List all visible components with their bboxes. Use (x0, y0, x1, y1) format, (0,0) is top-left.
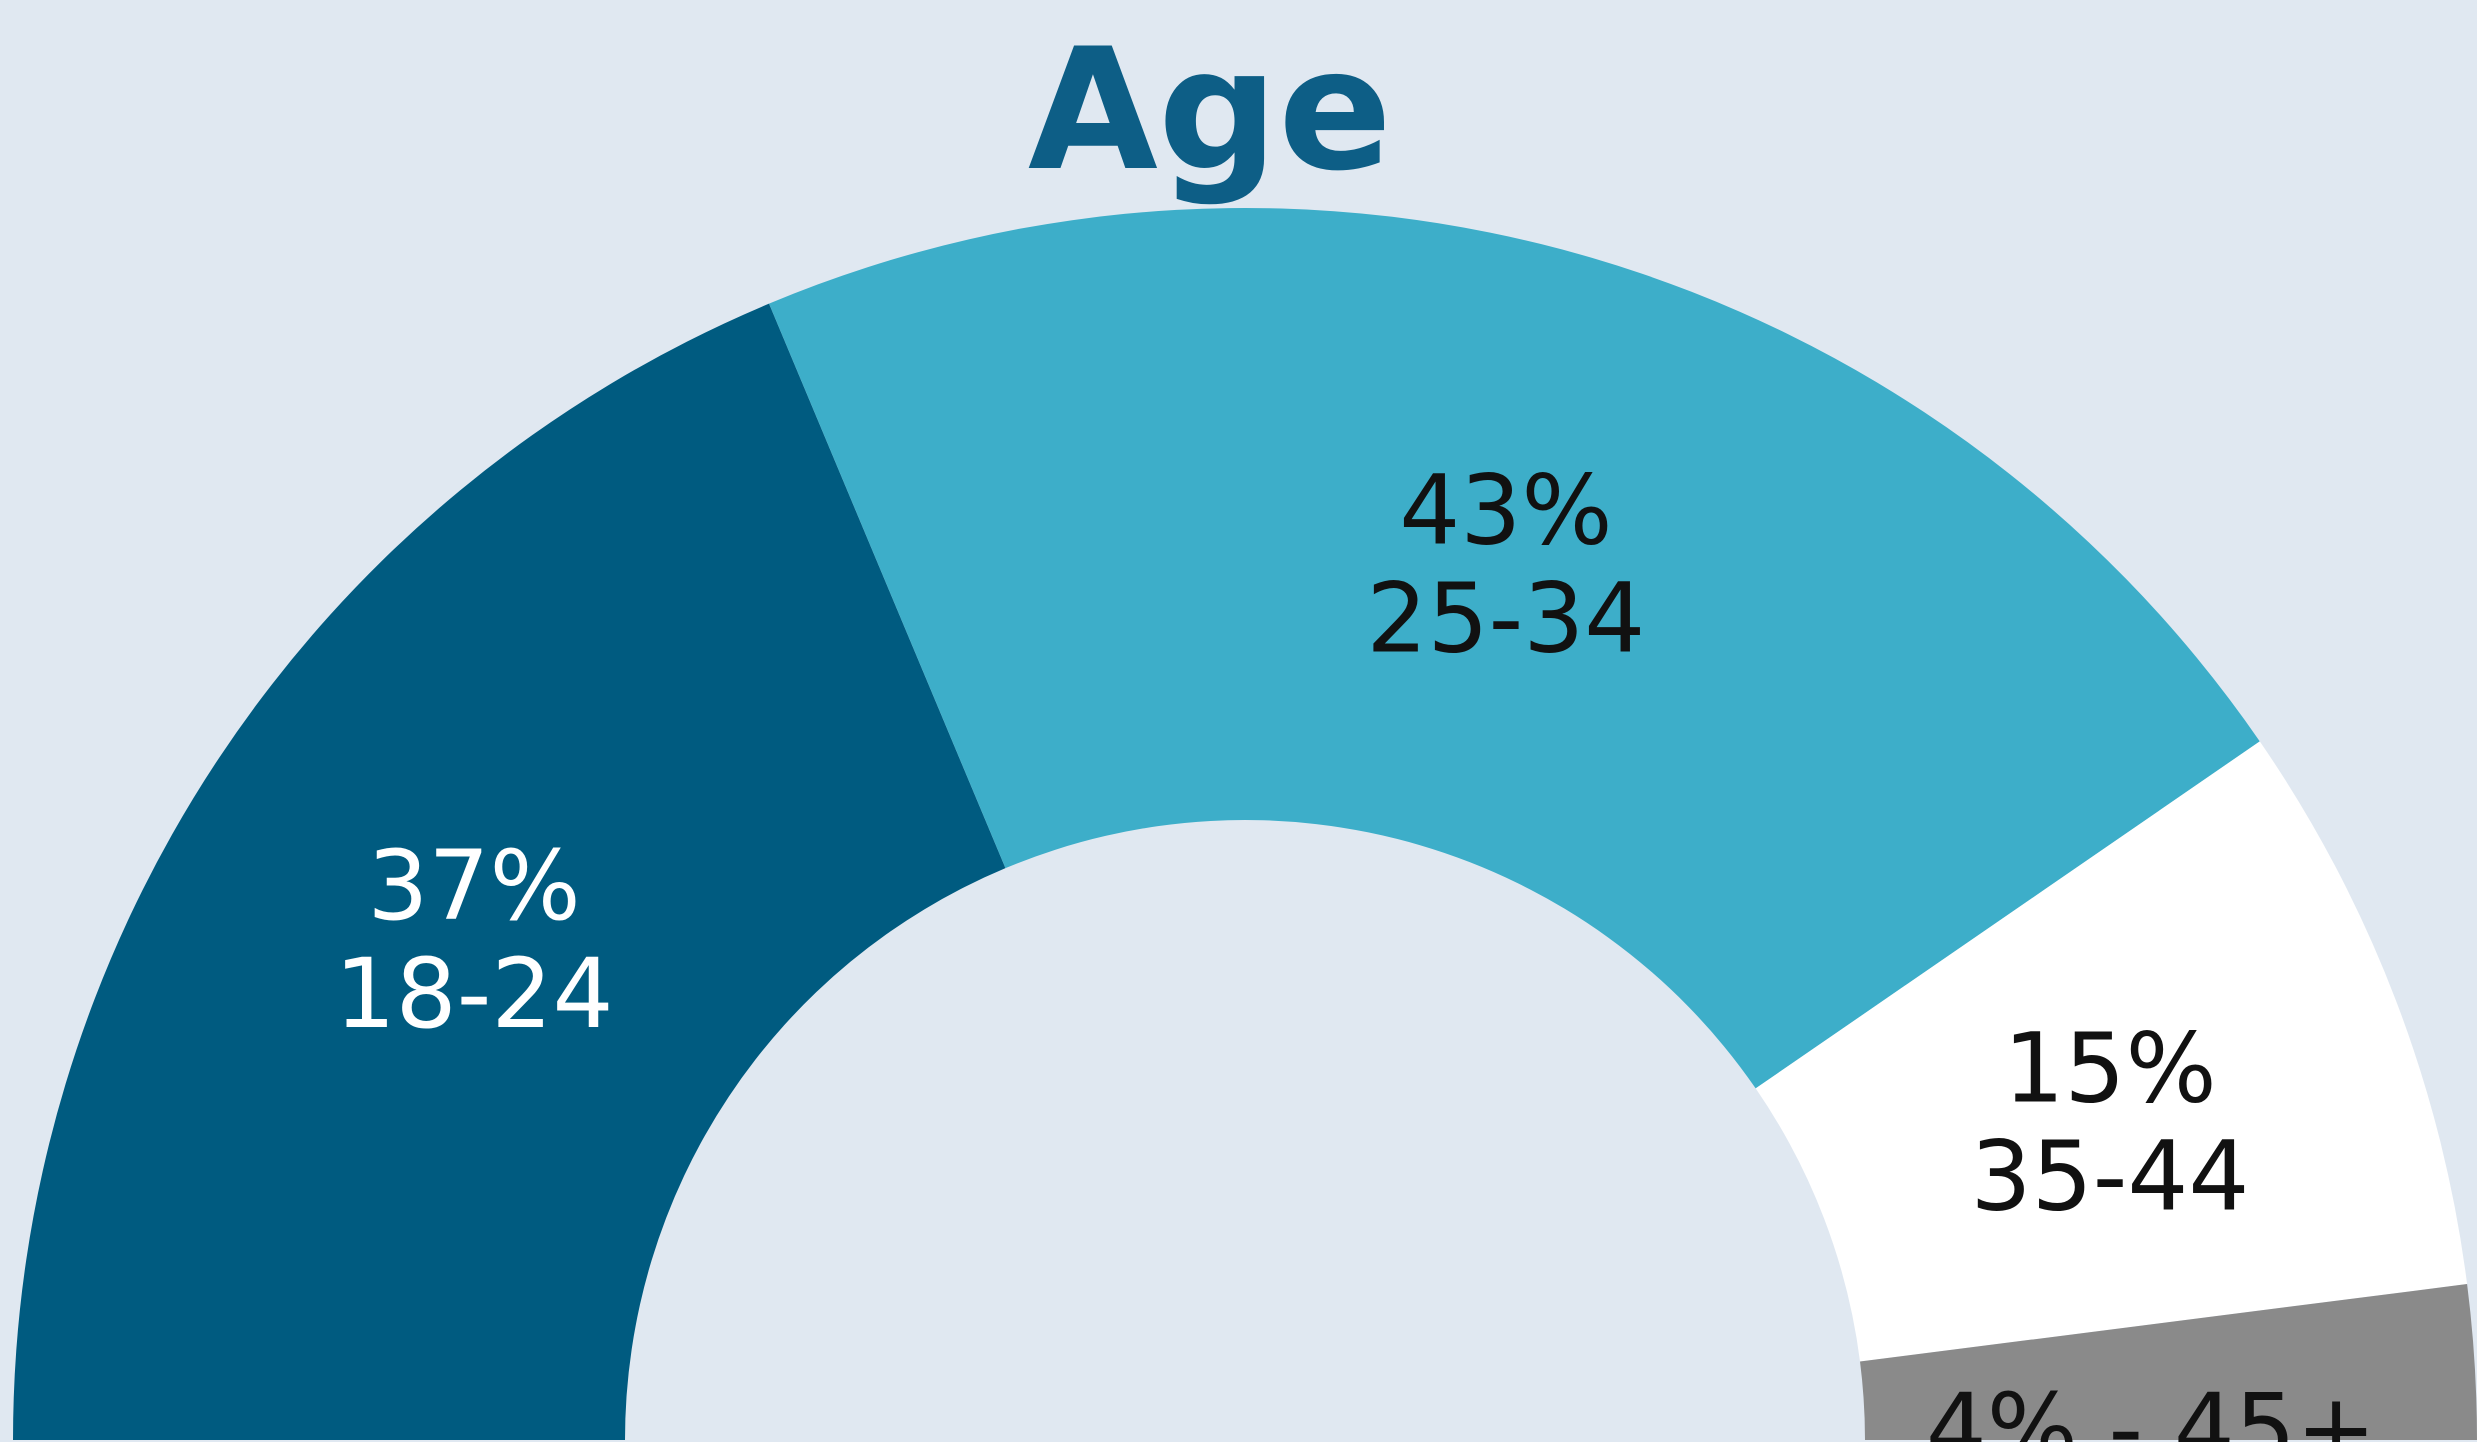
slice-label-pct-18-24: 37% (367, 830, 580, 942)
slice-label-cat-35-44: 35-44 (1971, 1121, 2250, 1233)
slice-25-34 (769, 208, 2260, 1089)
slice-45+ (1860, 1284, 2477, 1440)
slice-label-cat-25-34: 25-34 (1366, 563, 1645, 675)
slice-18-24 (13, 303, 1006, 1440)
slice-label-pct-35-44: 15% (2003, 1013, 2216, 1125)
slice-label-cat-18-24: 18-24 (335, 938, 614, 1050)
slice-35-44 (1755, 741, 2468, 1362)
slice-label-45+: 4% - 45+ (1926, 1373, 2377, 1442)
chart-title: Age (1028, 12, 1392, 208)
slice-label-pct-25-34: 43% (1399, 455, 1612, 567)
